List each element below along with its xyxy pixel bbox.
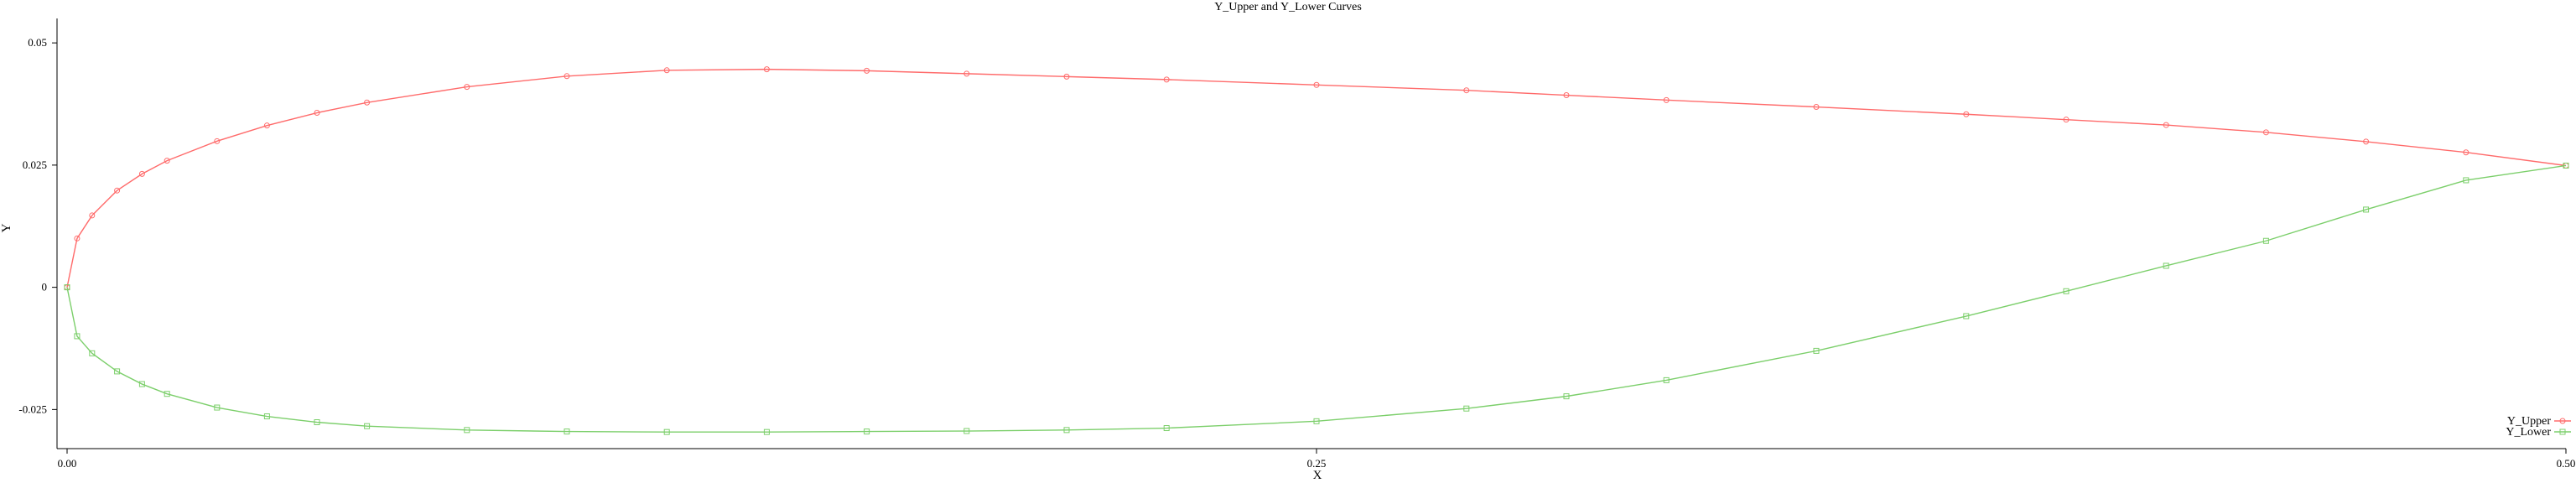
series-y-lower bbox=[64, 162, 2569, 435]
data-point bbox=[564, 73, 570, 80]
data-point bbox=[2163, 122, 2169, 128]
x-tick-label: 0.25 bbox=[1307, 457, 1327, 470]
data-point bbox=[2163, 262, 2169, 269]
data-point bbox=[1813, 104, 1820, 111]
data-point bbox=[2563, 162, 2569, 169]
y-axis-title: Y bbox=[0, 223, 13, 232]
legend-marker bbox=[2559, 418, 2566, 424]
legend-marker bbox=[2559, 428, 2566, 435]
plot-area: -0.025 0 0.025 0.05 0.00 0.25 0.50 bbox=[18, 18, 2575, 470]
data-point bbox=[763, 66, 770, 73]
data-point bbox=[138, 170, 145, 177]
data-point bbox=[89, 350, 96, 356]
data-point bbox=[1163, 76, 1170, 83]
data-point bbox=[663, 67, 670, 74]
data-point bbox=[464, 427, 470, 434]
series-y-upper bbox=[64, 66, 2569, 291]
legend-label: Y_Upper bbox=[2507, 415, 2551, 428]
data-point bbox=[663, 428, 670, 435]
data-point bbox=[114, 187, 121, 194]
data-point bbox=[763, 428, 770, 435]
data-point bbox=[2463, 177, 2470, 184]
data-point bbox=[1563, 393, 1570, 400]
legend-label: Y_Lower bbox=[2506, 426, 2551, 439]
data-point bbox=[864, 428, 870, 435]
data-point bbox=[1663, 96, 1670, 103]
data-point bbox=[214, 404, 221, 411]
x-axis-title: X bbox=[1313, 469, 1322, 482]
data-point bbox=[1063, 427, 1070, 434]
data-point bbox=[364, 423, 371, 429]
data-point bbox=[74, 333, 80, 340]
data-point bbox=[89, 212, 96, 219]
data-point bbox=[314, 419, 320, 426]
series-layer bbox=[64, 66, 2569, 435]
legend-item: Y_Upper bbox=[2507, 415, 2571, 428]
data-point bbox=[2363, 206, 2370, 213]
data-point bbox=[214, 138, 221, 144]
series-line bbox=[66, 164, 2567, 433]
data-point bbox=[2262, 129, 2269, 136]
chart-title: Y_Upper and Y_Lower Curves bbox=[1214, 1, 1362, 13]
data-point bbox=[464, 84, 470, 91]
data-point bbox=[2363, 138, 2370, 145]
data-point bbox=[164, 391, 170, 397]
data-point bbox=[1663, 377, 1670, 383]
y-tick-label: 0 bbox=[42, 281, 48, 293]
data-point bbox=[263, 413, 270, 420]
x-tick-label: 0.50 bbox=[2557, 457, 2576, 470]
y-axis-ticks: -0.025 0 0.025 0.05 bbox=[18, 36, 57, 415]
data-point bbox=[564, 428, 570, 435]
data-point bbox=[1963, 111, 1970, 117]
data-point bbox=[138, 381, 145, 387]
y-tick-label: 0.05 bbox=[28, 36, 47, 49]
data-point bbox=[314, 110, 320, 117]
series-line bbox=[66, 68, 2567, 288]
x-tick-label: 0.00 bbox=[58, 457, 77, 470]
data-point bbox=[74, 235, 80, 242]
data-point bbox=[2063, 288, 2070, 294]
legend-item: Y_Lower bbox=[2506, 426, 2571, 439]
x-axis-ticks: 0.00 0.25 0.50 bbox=[58, 449, 2576, 470]
y-tick-label: 0.025 bbox=[23, 158, 47, 171]
data-point bbox=[963, 70, 970, 77]
data-point bbox=[64, 284, 70, 291]
data-point bbox=[1963, 313, 1970, 319]
data-point bbox=[164, 158, 170, 164]
data-point bbox=[114, 368, 121, 375]
data-point bbox=[1163, 425, 1170, 432]
data-point bbox=[1813, 347, 1820, 354]
data-point bbox=[1463, 405, 1470, 412]
data-point bbox=[1313, 418, 1320, 424]
data-point bbox=[1563, 92, 1570, 99]
data-point bbox=[963, 428, 970, 434]
data-point bbox=[2463, 149, 2470, 156]
data-point bbox=[364, 99, 371, 106]
data-point bbox=[2262, 237, 2269, 244]
data-point bbox=[2063, 117, 2070, 123]
y-tick-label: -0.025 bbox=[18, 402, 47, 415]
data-point bbox=[1313, 81, 1320, 88]
data-point bbox=[263, 122, 270, 129]
data-point bbox=[1463, 87, 1470, 94]
data-point bbox=[1063, 73, 1070, 80]
data-point bbox=[864, 67, 870, 74]
